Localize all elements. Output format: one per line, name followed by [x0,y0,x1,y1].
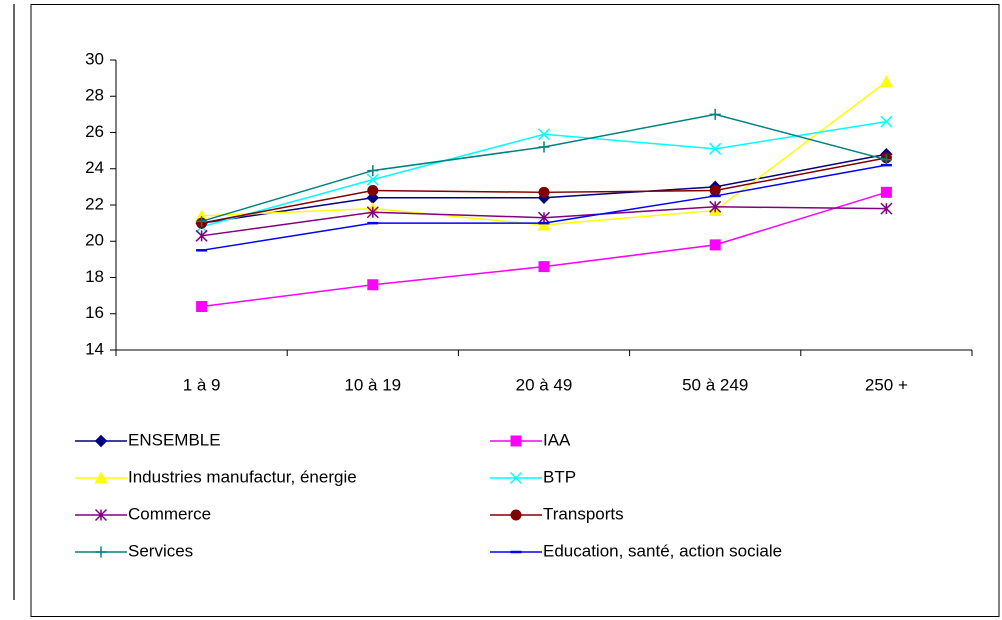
x-tick-label: 250 + [865,375,908,394]
data-point [538,186,550,198]
y-tick-label: 24 [85,158,104,177]
legend-label: Commerce [128,504,211,523]
y-tick-label: 20 [85,231,104,250]
data-point [538,261,550,273]
data-point [367,185,379,196]
data-point [879,75,893,88]
data-point [537,211,551,224]
data-point [537,218,551,231]
data-point [367,165,379,177]
data-point [195,209,209,222]
legend-label: Services [128,541,193,560]
legend-label: BTP [543,467,576,486]
legend-label: Education, santé, action sociale [543,541,782,560]
y-tick-label: 30 [85,49,104,68]
legend-label: Industries manufactur, énergie [128,467,357,486]
legend-label: Transports [543,504,624,523]
data-point [709,108,721,120]
legend-marker [509,471,523,485]
data-point [709,185,721,196]
data-point [195,229,208,242]
data-point [366,206,379,219]
data-point [709,239,721,251]
legend-marker [94,471,108,484]
data-point [196,301,208,312]
data-point [367,279,379,291]
data-point [880,202,893,215]
x-tick-label: 10 à 19 [344,375,401,394]
x-tick-label: 1 à 9 [183,375,221,394]
y-tick-label: 18 [85,267,104,286]
legend-marker [510,509,522,521]
y-tick-label: 16 [85,303,104,322]
data-point [709,142,722,155]
data-point [880,154,892,166]
x-tick-label: 50 à 249 [682,375,748,394]
y-tick-label: 26 [85,122,104,141]
legend-marker [510,435,522,447]
x-tick-label: 20 à 49 [516,375,573,394]
data-point [538,141,550,153]
y-tick-label: 22 [85,194,104,213]
chart-frame [30,4,1000,617]
data-point [709,200,722,213]
legend-marker [94,508,108,522]
legend-label: IAA [543,430,571,449]
data-point [196,215,208,227]
data-point [880,115,893,128]
legend-marker [95,546,107,558]
legend-marker [94,434,108,448]
data-point [366,173,379,186]
y-tick-label: 28 [85,86,104,105]
data-point [537,128,551,141]
data-point [880,186,892,198]
y-tick-label: 14 [85,339,104,358]
legend-label: ENSEMBLE [128,430,221,449]
